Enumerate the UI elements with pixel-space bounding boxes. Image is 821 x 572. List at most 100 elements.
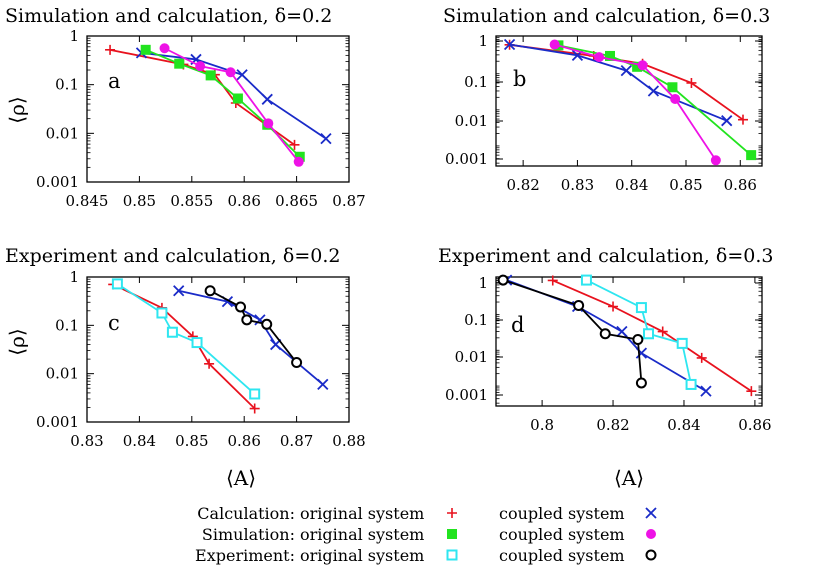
legend-label-calc-coupled: coupled system <box>499 504 625 523</box>
x-tick-label: 0.86 <box>227 432 260 450</box>
panel-a: Simulation and calculation, δ=0.2 a ⟨ρ⟩ <box>5 5 332 124</box>
legend-label-calc-original: original system <box>300 504 424 523</box>
point-exp_original <box>249 388 261 400</box>
series-line-sim_original <box>558 44 752 156</box>
point-calc_coupled <box>616 325 628 338</box>
point-calc_original <box>249 403 260 414</box>
point-exp_coupled <box>291 357 303 369</box>
plot-frame-a <box>86 35 350 183</box>
panel-b: Simulation and calculation, δ=0.3 b <box>443 5 770 91</box>
y-tick-label: 0.001 <box>36 173 79 191</box>
point-exp_coupled <box>204 285 216 297</box>
legend-marker-sim_coupled <box>646 529 656 539</box>
point-sim_original <box>205 70 216 81</box>
point-sim_coupled <box>159 43 170 54</box>
x-tick-label: 0.86 <box>227 192 260 210</box>
point-exp_coupled <box>573 300 585 312</box>
panel-b-letter: b <box>513 67 526 91</box>
point-sim_original <box>294 151 305 162</box>
x-tick-label: 0.85 <box>123 192 156 210</box>
y-tick-label: 0.1 <box>55 316 79 334</box>
y-tick-label: 1 <box>478 274 488 292</box>
legend-group-calculation: Calculation: <box>197 504 295 523</box>
point-calc_coupled <box>647 85 660 97</box>
panel-c-xlabel: ⟨A⟩ <box>226 466 256 490</box>
point-exp_original <box>635 302 647 314</box>
x-tick-label: 0.84 <box>123 432 156 450</box>
point-calc_original <box>696 352 707 363</box>
x-tick-label: 0.84 <box>667 416 700 434</box>
x-tick-label: 0.86 <box>724 176 757 194</box>
point-calc_original <box>746 386 757 397</box>
point-calc_original <box>608 301 619 312</box>
y-tick-label: 0.01 <box>455 112 488 130</box>
panel-a-ylabel: ⟨ρ⟩ <box>5 96 29 123</box>
point-calc_coupled <box>173 285 185 297</box>
point-exp_original <box>156 307 168 319</box>
legend-label-sim-original: original system <box>300 525 424 544</box>
y-tick-label: 0.001 <box>445 386 488 404</box>
x-tick-label: 0.855 <box>170 192 213 210</box>
point-sim_original <box>232 93 243 104</box>
panel-a-title: Simulation and calculation, δ=0.2 <box>5 5 332 27</box>
legend-marker-exp_coupled <box>645 549 657 561</box>
point-sim_original <box>667 82 678 93</box>
x-tick-label: 0.83 <box>70 432 103 450</box>
x-tick-label: 0.88 <box>332 432 365 450</box>
point-sim_original <box>632 61 643 72</box>
panel-d-letter: d <box>511 313 524 337</box>
point-calc_coupled <box>700 385 712 397</box>
point-calc_coupled <box>503 38 516 51</box>
x-tick-label: 0.85 <box>669 176 702 194</box>
point-calc_coupled <box>721 115 733 127</box>
x-tick-label: 0.8 <box>530 416 554 434</box>
point-exp_original <box>111 278 123 290</box>
y-tick-label: 1 <box>69 27 79 45</box>
point-sim_coupled <box>263 118 274 129</box>
plot-c: 0.83 0.84 0.85 0.86 0.87 0.88 0.001 0.01 0.1 1 <box>36 268 366 450</box>
point-exp_coupled <box>261 318 273 330</box>
point-sim_original <box>746 150 757 161</box>
series-line-exp_original <box>116 283 256 395</box>
point-sim_coupled <box>293 156 304 167</box>
point-sim_coupled <box>225 67 236 78</box>
point-sim_coupled <box>195 61 206 72</box>
point-sim_coupled <box>594 52 605 63</box>
point-exp_coupled <box>241 314 253 326</box>
point-exp_coupled <box>635 377 647 389</box>
panel-c-title: Experiment and calculation, δ=0.2 <box>5 245 340 267</box>
point-sim_coupled <box>637 60 648 71</box>
legend-label-exp-coupled: coupled system <box>499 546 625 565</box>
point-sim_coupled <box>549 39 560 50</box>
y-tick-label: 0.1 <box>55 76 79 94</box>
panel-d-title: Experiment and calculation, δ=0.3 <box>438 245 773 267</box>
x-tick-label: 0.85 <box>175 432 208 450</box>
y-tick-label: 0.01 <box>455 348 488 366</box>
point-sim_original <box>174 58 185 69</box>
point-calc_original <box>289 139 300 150</box>
plot-frame-b <box>495 35 763 167</box>
point-calc_coupled <box>317 378 329 391</box>
legend-label-sim-coupled: coupled system <box>499 525 625 544</box>
x-tick-label: 0.82 <box>506 176 539 194</box>
x-tick-label: 0.83 <box>561 176 594 194</box>
point-exp_coupled <box>632 333 644 345</box>
y-tick-label: 0.01 <box>46 124 79 142</box>
point-calc_original <box>204 358 215 369</box>
point-exp_coupled <box>235 301 247 313</box>
panel-d: Experiment and calculation, δ=0.3 d ⟨A⟩ <box>438 245 773 490</box>
legend-marker-exp_original <box>446 549 458 561</box>
point-calc_coupled <box>620 64 632 77</box>
y-tick-label: 0.001 <box>445 150 488 168</box>
legend-group-experiment: Experiment: <box>195 546 295 565</box>
plot-frame-d <box>495 276 763 407</box>
point-calc_coupled <box>320 132 332 145</box>
plot-b: 0.82 0.83 0.84 0.85 0.86 0.001 0.01 0.1 1 <box>445 32 763 194</box>
x-tick-label: 0.845 <box>66 192 109 210</box>
y-tick-label: 0.1 <box>464 73 488 91</box>
panel-c: Experiment and calculation, δ=0.2 c ⟨ρ⟩ … <box>5 245 340 490</box>
point-exp_original <box>685 378 697 390</box>
x-tick-label: 0.87 <box>280 432 313 450</box>
x-tick-label: 0.84 <box>615 176 648 194</box>
point-calc_original <box>547 275 558 286</box>
